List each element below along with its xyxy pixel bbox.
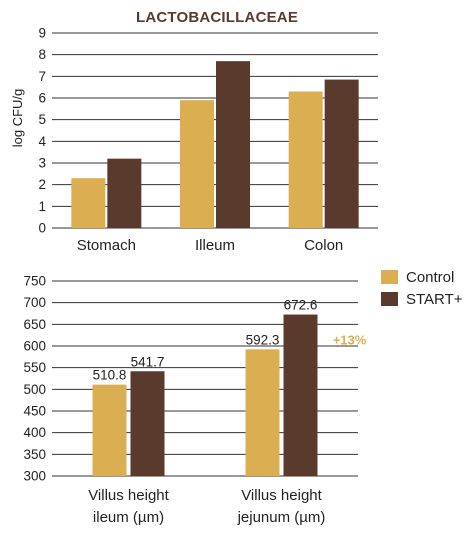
data-label: 592.3	[246, 332, 280, 347]
legend-swatch	[381, 270, 398, 284]
legend-label: Control	[406, 269, 454, 286]
y-tick-label: 750	[23, 274, 46, 289]
y-tick-label: 9	[38, 26, 46, 41]
y-tick-label: 450	[23, 404, 46, 419]
y-tick-label: 600	[23, 339, 46, 354]
y-tick-label: 650	[23, 317, 46, 332]
y-tick-label: 550	[23, 360, 46, 375]
x-tick-label: Villus height	[241, 487, 322, 504]
bar	[180, 100, 214, 228]
annotation: +13%	[333, 333, 367, 348]
data-label: 672.6	[284, 298, 318, 313]
y-tick-label: 500	[23, 382, 46, 397]
bar	[288, 91, 323, 228]
y-tick-label: 400	[23, 425, 46, 440]
data-label: 510.8	[93, 368, 127, 383]
y-axis-label: log CFU/g	[10, 89, 25, 148]
legend-label: START+	[406, 291, 463, 308]
y-tick-label: 4	[38, 134, 46, 149]
bar	[71, 178, 106, 228]
x-tick-label: jejunum (µm)	[237, 509, 326, 526]
bar	[245, 349, 280, 476]
bar	[283, 314, 318, 476]
x-tick-label: ileum (µm)	[93, 509, 164, 526]
x-tick-label: Villus height	[88, 487, 169, 504]
bar	[216, 61, 250, 228]
bar	[107, 158, 142, 228]
legend-swatch	[381, 292, 398, 306]
y-tick-label: 6	[38, 91, 46, 106]
x-tick-label: Stomach	[77, 237, 136, 254]
y-tick-label: 7	[38, 69, 46, 84]
x-tick-label: Illeum	[195, 237, 235, 254]
y-tick-label: 5	[38, 112, 46, 127]
y-tick-label: 2	[38, 177, 46, 192]
bar	[92, 384, 127, 476]
data-label: 541.7	[131, 354, 165, 369]
y-tick-label: 700	[23, 295, 46, 310]
y-tick-label: 300	[23, 469, 46, 484]
y-tick-label: 3	[38, 156, 46, 171]
y-tick-label: 350	[23, 447, 46, 462]
chart-title: LACTOBACILLACEAE	[136, 9, 298, 26]
bar	[130, 371, 165, 476]
villus-height-chart: 300 350 400 450 500 550 600 650 700 750 510.8 541.7…	[23, 274, 366, 527]
y-tick-label: 1	[38, 199, 46, 214]
y-tick-label: 8	[38, 47, 46, 62]
x-tick-label: Colon	[304, 237, 343, 254]
legend: Control START+	[381, 269, 463, 308]
bar	[324, 79, 359, 228]
y-tick-label: 0	[38, 221, 46, 236]
lactobacillaceae-chart: 0 1 2 3 4 5 6 7 8 9 Stomach Illeum Colon	[38, 26, 378, 254]
